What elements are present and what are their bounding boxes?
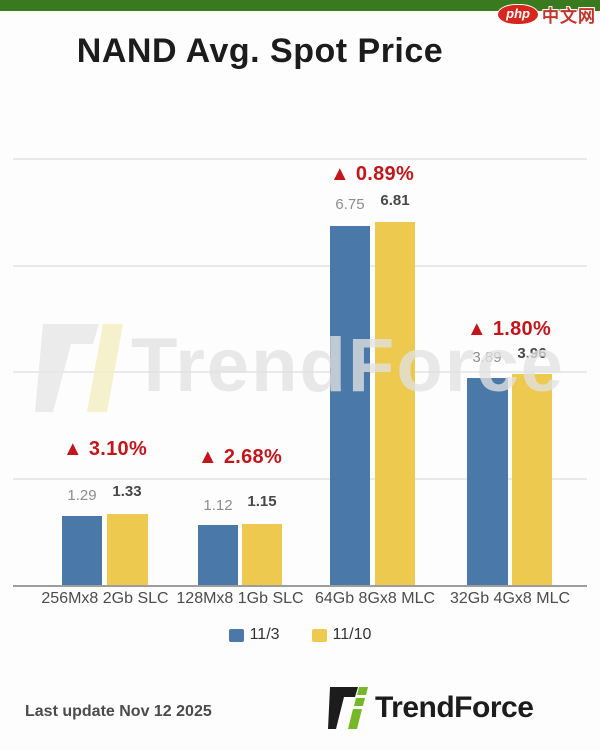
gridline-6	[13, 265, 587, 267]
chart-legend: 11/3 11/10	[0, 626, 600, 644]
legend-swatch-yellow	[311, 628, 327, 642]
category-label-32gb: 32Gb 4Gx8 MLC	[449, 590, 571, 607]
change-label-128mx8: ▲ 2.68%	[197, 446, 283, 468]
category-label-256mx8: 256Mx8 2Gb SLC	[41, 590, 169, 607]
trendforce-logo: TrendForce	[328, 686, 534, 730]
php-logo-oval: php	[497, 4, 539, 25]
value-label-32gb-11-10: 3.96	[517, 345, 547, 362]
bar-256mx8-11-10	[107, 514, 148, 585]
last-update-text: Last update Nov 12 2025	[25, 703, 212, 720]
legend-swatch-blue	[228, 628, 244, 642]
legend-label-11-10: 11/10	[332, 626, 372, 643]
gridline-4	[13, 371, 587, 373]
php-cn-text: 中文网	[542, 7, 596, 26]
bar-256mx8-11-3	[62, 516, 102, 585]
bar-128mx8-11-10	[242, 524, 282, 585]
value-label-64gb-11-10: 6.81	[380, 192, 410, 209]
gridline-2	[13, 478, 587, 480]
bar-32gb-11-10	[512, 374, 552, 585]
value-label-64gb-11-3: 6.75	[335, 196, 365, 213]
value-label-128mx8-11-3: 1.12	[203, 497, 233, 514]
change-label-64gb: ▲ 0.89%	[329, 163, 415, 185]
top-green-bar	[0, 0, 600, 11]
value-label-128mx8-11-10: 1.15	[247, 493, 277, 510]
value-label-32gb-11-3: 3.89	[472, 349, 502, 366]
value-label-256mx8-11-10: 1.33	[112, 483, 142, 500]
bar-64gb-11-3	[330, 226, 370, 585]
page-title: NAND Avg. Spot Price	[76, 32, 444, 70]
category-label-64gb: 64Gb 8Gx8 MLC	[314, 590, 436, 607]
legend-label-11-3: 11/3	[249, 626, 280, 643]
category-label-128mx8: 128Mx8 1Gb SLC	[176, 590, 304, 607]
trendforce-watermark-icon	[35, 324, 123, 412]
change-label-32gb: ▲ 1.80%	[466, 318, 552, 340]
bar-32gb-11-3	[467, 378, 508, 585]
x-axis-baseline	[13, 585, 587, 587]
value-label-256mx8-11-3: 1.29	[67, 487, 97, 504]
change-label-256mx8: ▲ 3.10%	[62, 438, 148, 460]
gridline-8	[13, 158, 587, 160]
trendforce-logo-text: TrendForce	[375, 691, 534, 724]
trendforce-logo-icon	[328, 687, 368, 729]
bar-128mx8-11-3	[198, 525, 238, 585]
bar-64gb-11-10	[375, 222, 415, 585]
php-cn-logo: php 中文网	[497, 2, 596, 27]
